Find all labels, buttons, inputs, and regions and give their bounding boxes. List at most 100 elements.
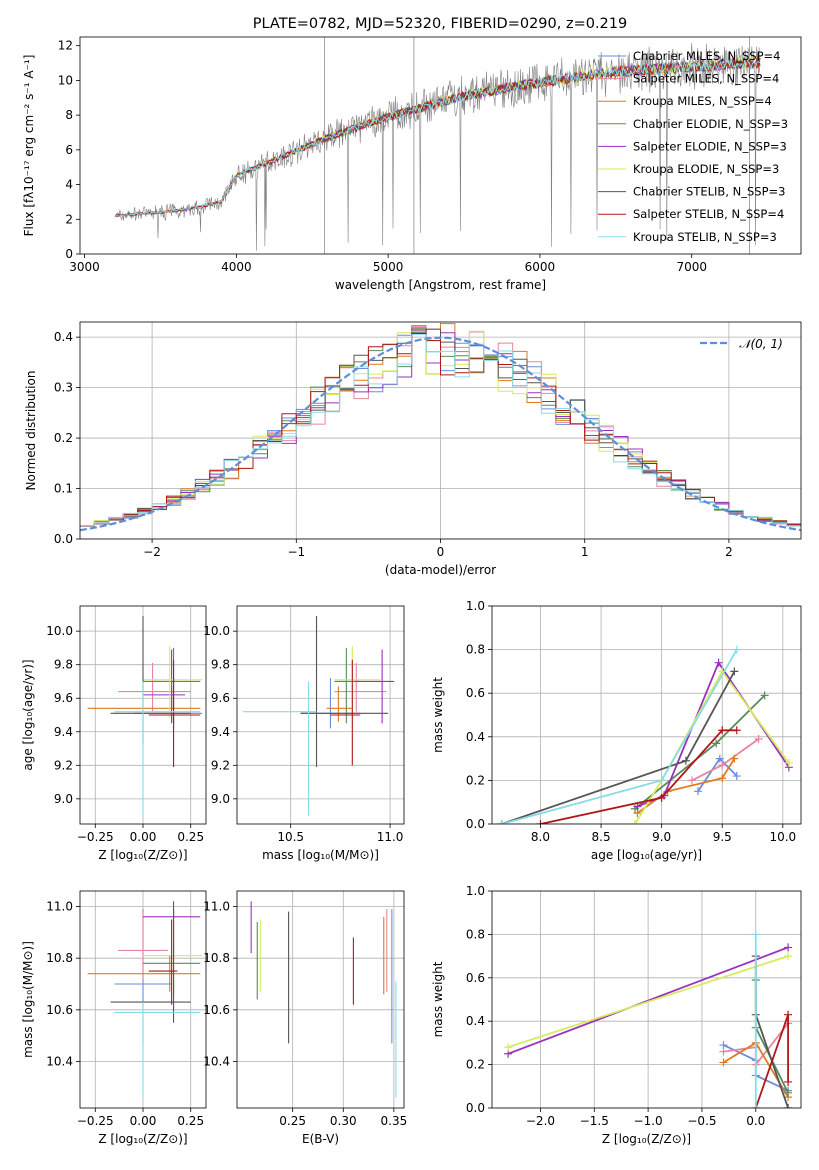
mass_vs_ebv-chart: 0.25 0.30 0.35 10.4 10.6 10.8 11.0 E(B-V) <box>203 890 408 1146</box>
y-tick-label: 0.0 <box>54 532 73 546</box>
y-axis-label: Normed distribution <box>24 371 38 491</box>
weight-marker-kroupa_miles <box>718 774 727 783</box>
weight-marker-salpeter_elodie <box>784 943 793 952</box>
legend-label-kroupa_stelib: Kroupa STELIB, N_SSP=3 <box>633 230 777 244</box>
x-axis-label: E(B-V) <box>302 1132 339 1146</box>
y-tick-label: 9.8 <box>54 658 73 672</box>
x-tick-label: 9.5 <box>713 830 732 844</box>
weight-marker-salpeter_miles <box>719 1047 728 1056</box>
x-tick-label: −0.25 <box>77 830 114 844</box>
x-tick-label: −1.5 <box>580 1114 609 1128</box>
x-tick-label: 4000 <box>221 260 252 274</box>
y-tick-label: 9.2 <box>54 758 73 772</box>
x-tick-label: 5000 <box>373 260 404 274</box>
y-tick-label: 9.0 <box>54 792 73 806</box>
weight-marker-chabrier_stelib <box>784 1104 793 1108</box>
mass_weight_vs_Z-chart: −2.0 −1.5 −1.0 −0.5 0.0 0.0 0.2 0.4 0.6 0.8 1.0 Z [… <box>431 884 802 1146</box>
mass_weight_vs_Z-plot-area <box>492 891 801 1108</box>
y-tick-label: 10.8 <box>46 951 73 965</box>
x-tick-label: 0.25 <box>177 1114 204 1128</box>
y-tick-label: 9.4 <box>54 725 73 739</box>
weight-marker-chabrier_miles <box>694 787 702 796</box>
legend-label-chabrier_stelib: Chabrier STELIB, N_SSP=3 <box>633 185 785 199</box>
weight-line-chabrier_stelib <box>754 956 789 1108</box>
legend-label-kroupa_miles: Kroupa MILES, N_SSP=4 <box>633 94 772 108</box>
age_vs_Z-chart: −0.25 0.00 0.25 9.0 9.2 9.4 9.6 9.8 10.0 Z [log₁₀… <box>21 605 207 862</box>
y-axis-label: mass [log₁₀(M/M⊙)] <box>21 941 35 1058</box>
y-tick-label: 2 <box>65 212 73 226</box>
weight-marker-chabrier_elodie <box>760 691 769 700</box>
x-tick-label: 6000 <box>525 260 556 274</box>
mass_weight_vs_age-chart: 8.0 8.5 9.0 9.5 10.0 0.0 0.2 0.4 0.6 0.8 1.0 age [l… <box>431 599 802 862</box>
weight-line-kroupa_elodie <box>507 955 789 1049</box>
mass_vs_Z-chart: −0.25 0.00 0.25 10.4 10.6 10.8 11.0 Z [log₁₀(Z/… <box>21 890 207 1146</box>
y-tick-label: 0.2 <box>466 1058 485 1072</box>
y-tick-label: 0.8 <box>466 927 485 941</box>
y-tick-label: 0.4 <box>466 1014 485 1028</box>
weight-marker-salpeter_miles <box>687 776 696 785</box>
y-tick-label: 10.0 <box>46 624 73 638</box>
y-tick-label: 12 <box>58 39 73 53</box>
weight-marker-kroupa_miles <box>730 754 739 763</box>
weight-marker-salpeter_elodie <box>714 658 723 667</box>
y-tick-label: 11.0 <box>203 900 230 914</box>
legend-label-chabrier_elodie: Chabrier ELODIE, N_SSP=3 <box>633 117 788 131</box>
x-axis-label: wavelength [Angstrom, rest frame] <box>335 278 546 292</box>
data-spectrum-line <box>114 43 760 251</box>
mass_weight_vs_Z-frame <box>491 890 802 1109</box>
y-tick-label: 0.4 <box>54 330 73 344</box>
weight-marker-salpeter_stelib <box>732 726 741 735</box>
weight-marker-kroupa_stelib <box>657 776 666 785</box>
y-tick-label: 9.8 <box>211 658 230 672</box>
x-tick-label: 8.5 <box>592 830 611 844</box>
histogram-salpeter_stelib <box>80 333 801 527</box>
y-tick-label: 0.0 <box>466 817 485 831</box>
spectrum-plot-area <box>114 37 761 254</box>
age_vs_mass-chart: 10.5 11.0 9.0 9.2 9.4 9.6 9.8 10.0 mass [log₁₀(M… <box>203 605 405 862</box>
weight-marker-kroupa_elodie <box>784 952 793 961</box>
histogram-kroupa_stelib <box>80 334 801 527</box>
y-axis-label: age [log₁₀(age/yr)] <box>21 659 35 770</box>
weight-line-chabrier_elodie <box>754 980 789 1094</box>
weight-line-salpeter_elodie <box>507 946 789 1055</box>
y-tick-label: 10.4 <box>46 1055 73 1069</box>
y-tick-label: 0.4 <box>466 730 485 744</box>
mass_weight_vs_age-frame <box>491 605 802 825</box>
x-tick-label: −0.5 <box>687 1114 716 1128</box>
mass_vs_Z-plot-area <box>80 891 206 1108</box>
weight-marker-chabrier_stelib <box>730 667 739 676</box>
spectrum-frame <box>79 36 802 255</box>
x-axis-label: age [log₁₀(age/yr)] <box>591 848 702 862</box>
y-tick-label: 10.8 <box>203 951 230 965</box>
y-tick-label: 0.6 <box>466 686 485 700</box>
weight-line-chabrier_stelib <box>501 670 736 824</box>
weight-marker-salpeter_stelib <box>784 1010 793 1019</box>
y-tick-label: 10.6 <box>203 1003 230 1017</box>
mass_vs_Z-frame <box>79 890 207 1109</box>
y-tick-label: 1.0 <box>466 884 485 898</box>
weight-marker-salpeter_stelib <box>718 726 727 735</box>
x-axis-label: mass [log₁₀(M/M⊙)] <box>262 848 379 862</box>
y-tick-label: 0.2 <box>54 431 73 445</box>
weight-marker-kroupa_miles <box>719 1058 728 1067</box>
residuals-chart: −2 −1 0 1 2 0.0 0.1 0.2 0.3 0.4 (data-model)/error… <box>24 321 802 577</box>
legend-label-salpeter_elodie: Salpeter ELODIE, N_SSP=3 <box>633 139 787 153</box>
mass_vs_ebv-plot-area <box>237 891 404 1108</box>
x-tick-label: −1 <box>287 545 305 559</box>
weight-marker-chabrier_stelib <box>681 756 690 765</box>
weight-marker-salpeter_stelib <box>657 793 666 802</box>
x-tick-label: 0.35 <box>381 1114 408 1128</box>
weight-marker-kroupa_stelib <box>497 820 506 824</box>
x-tick-label: −0.25 <box>77 1114 114 1128</box>
model-line-kroupa_stelib <box>114 58 761 218</box>
x-tick-label: 7000 <box>676 260 707 274</box>
y-tick-label: 1.0 <box>466 599 485 613</box>
weight-marker-chabrier_elodie <box>784 1088 793 1097</box>
y-tick-label: 9.6 <box>54 691 73 705</box>
weight-marker-chabrier_elodie <box>712 739 721 748</box>
x-tick-label: 11.0 <box>377 830 404 844</box>
residuals-plot-area <box>80 322 801 539</box>
y-tick-label: 9.6 <box>211 691 230 705</box>
y-tick-label: 9.4 <box>211 725 230 739</box>
